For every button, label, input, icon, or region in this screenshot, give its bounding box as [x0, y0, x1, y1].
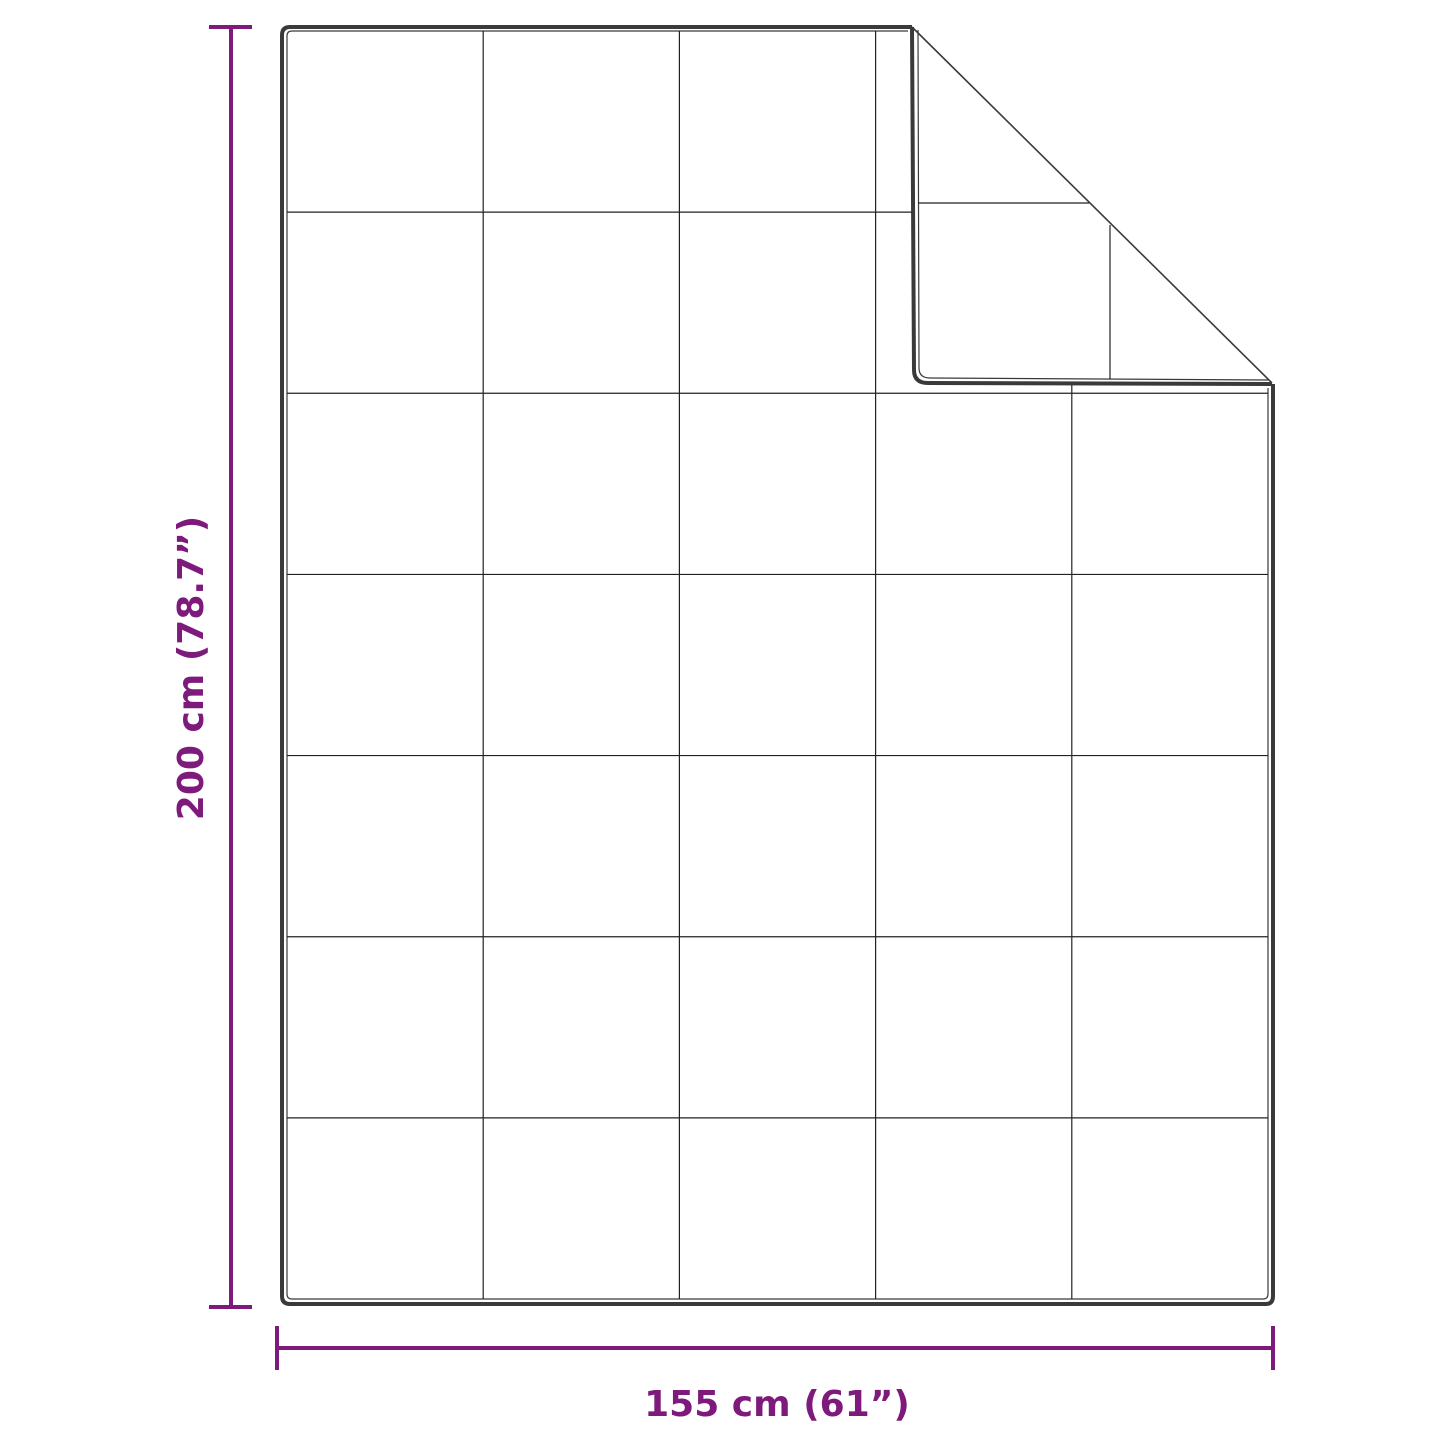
blanket-outline	[280, 25, 1275, 1306]
fold-edge	[911, 26, 1273, 384]
height-dimension-line	[209, 25, 252, 1309]
width-dimension-line	[275, 1326, 1275, 1370]
width-label: 155 cm (61”)	[644, 1384, 910, 1425]
quilt-stitch-grid	[287, 31, 1268, 1299]
height-label: 200 cm (78.7”)	[171, 516, 212, 820]
folded-corner-flap	[910, 26, 1273, 386]
